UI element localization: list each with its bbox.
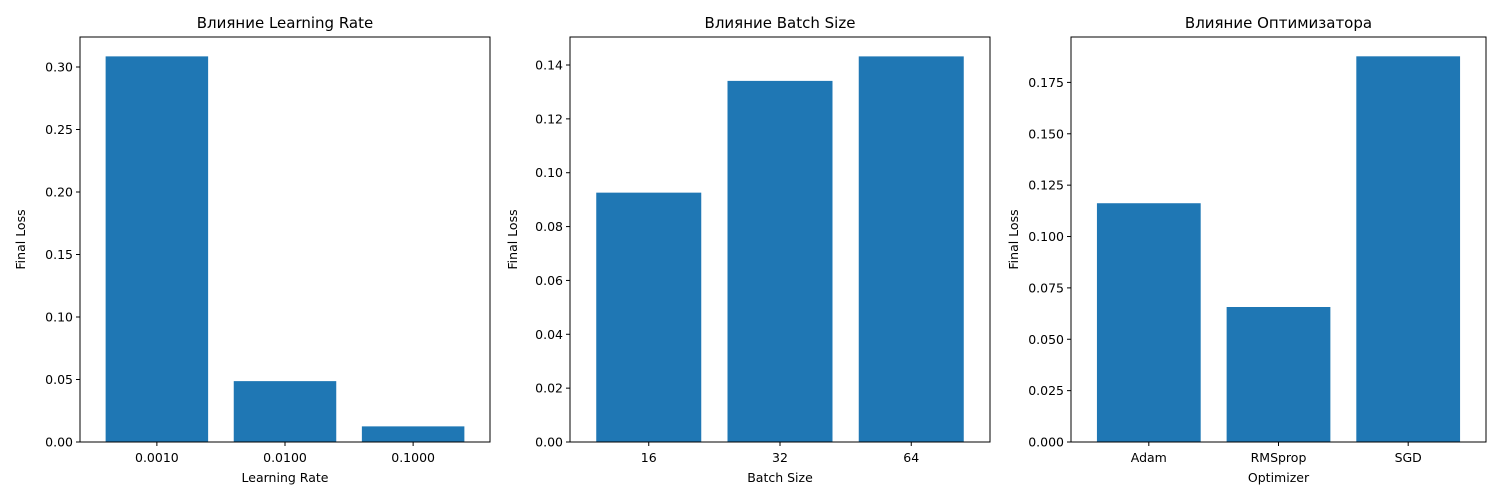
chart-learning-rate: 0.00 0.05 0.10 0.15 0.20 0.25 0.30 0.0010 0.0100… bbox=[13, 14, 491, 485]
chart-title: Влияние Оптимизатора bbox=[1185, 14, 1372, 32]
chart-optimizer: 0.000 0.025 0.050 0.075 0.100 0.125 0.150 0.175… bbox=[1006, 14, 1487, 485]
y-tick-label: 0.15 bbox=[45, 247, 73, 262]
y-tick-label: 0.075 bbox=[1028, 280, 1064, 295]
x-axis-label: Learning Rate bbox=[242, 470, 329, 485]
x-tick-label: RMSprop bbox=[1251, 450, 1307, 465]
y-tick-label: 0.12 bbox=[535, 111, 563, 126]
y-tick-label: 0.000 bbox=[1028, 435, 1064, 450]
y-tick-label: 0.06 bbox=[535, 273, 563, 288]
bar-batch-size-3 bbox=[858, 56, 964, 442]
y-tick-label: 0.30 bbox=[45, 60, 73, 75]
bar-optimizer-3 bbox=[1356, 56, 1461, 443]
y-tick-label: 0.10 bbox=[535, 165, 563, 180]
y-tick-label: 0.00 bbox=[45, 435, 73, 450]
x-tick-label: 0.1000 bbox=[391, 450, 435, 465]
x-tick-label: 32 bbox=[772, 450, 788, 465]
y-tick-label: 0.14 bbox=[535, 58, 563, 73]
bar-learning-rate-2 bbox=[233, 381, 337, 442]
x-axis-label: Optimizer bbox=[1248, 470, 1310, 485]
bar-batch-size-1 bbox=[596, 192, 702, 442]
bar-batch-size-2 bbox=[727, 80, 833, 443]
chart-title: Влияние Batch Size bbox=[705, 14, 856, 32]
y-axis-label: Final Loss bbox=[1006, 209, 1021, 269]
y-tick-label: 0.10 bbox=[45, 310, 73, 325]
y-tick-label: 0.08 bbox=[535, 219, 563, 234]
y-tick-label: 0.150 bbox=[1028, 126, 1064, 141]
bar-learning-rate-1 bbox=[105, 56, 209, 442]
bar-learning-rate-3 bbox=[361, 426, 465, 442]
y-axis-label: Final Loss bbox=[505, 209, 520, 269]
y-tick-label: 0.175 bbox=[1028, 75, 1064, 90]
y-axis-label: Final Loss bbox=[13, 209, 28, 269]
y-tick-label: 0.125 bbox=[1028, 178, 1064, 193]
y-tick-label: 0.25 bbox=[45, 122, 73, 137]
x-tick-label: 16 bbox=[641, 450, 657, 465]
y-tick-label: 0.05 bbox=[45, 372, 73, 387]
y-tick-label: 0.025 bbox=[1028, 383, 1064, 398]
bar-optimizer-1 bbox=[1096, 203, 1201, 442]
chart-batch-size: 0.00 0.02 0.04 0.06 0.08 0.10 0.12 0.14 16 32 64 Вл… bbox=[505, 14, 991, 485]
x-tick-label: SGD bbox=[1395, 450, 1422, 465]
x-tick-label: 64 bbox=[903, 450, 919, 465]
y-tick-label: 0.04 bbox=[535, 327, 563, 342]
y-tick-label: 0.20 bbox=[45, 185, 73, 200]
bar-optimizer-2 bbox=[1226, 307, 1331, 442]
y-tick-label: 0.050 bbox=[1028, 332, 1064, 347]
x-tick-label: Adam bbox=[1131, 450, 1167, 465]
y-tick-label: 0.100 bbox=[1028, 229, 1064, 244]
y-tick-label: 0.02 bbox=[535, 381, 563, 396]
x-axis-label: Batch Size bbox=[747, 470, 813, 485]
y-tick-label: 0.00 bbox=[535, 435, 563, 450]
chart-title: Влияние Learning Rate bbox=[197, 14, 373, 32]
x-tick-label: 0.0010 bbox=[135, 450, 179, 465]
x-tick-label: 0.0100 bbox=[263, 450, 307, 465]
